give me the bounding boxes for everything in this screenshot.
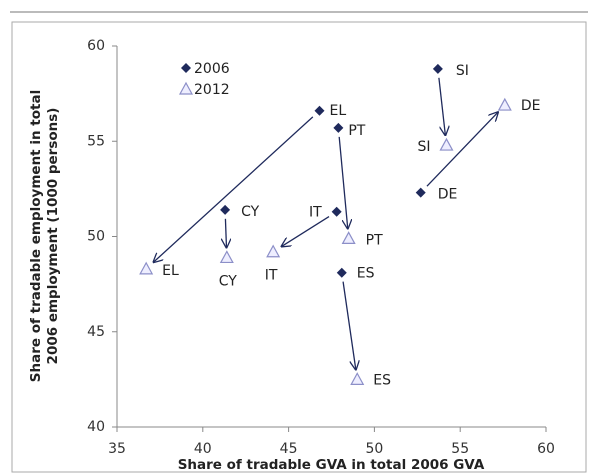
arrow	[338, 136, 348, 229]
point-label: PT	[366, 232, 383, 248]
point-2006	[336, 267, 347, 278]
point-2012	[439, 137, 454, 151]
point-2012	[341, 231, 356, 245]
y-tick-label: 40	[87, 419, 105, 435]
y-axis-title-group: Share of tradable employment in total 20…	[28, 90, 61, 382]
point-label: CY	[219, 273, 238, 289]
point-label: IT	[265, 268, 278, 284]
y-tick-label: 50	[87, 229, 105, 245]
point-2012	[266, 244, 281, 258]
arrow	[342, 281, 356, 370]
x-tick-label: 45	[280, 441, 298, 457]
x-tick-label: 35	[108, 441, 126, 457]
legend-label: 2012	[194, 82, 230, 98]
point-2006	[220, 204, 231, 215]
point-label: SI	[456, 63, 469, 79]
y-tick-label: 45	[87, 324, 105, 340]
y-tick-label: 55	[87, 133, 105, 149]
x-tick-label: 40	[194, 441, 212, 457]
point-label: ES	[357, 266, 375, 282]
arrow	[225, 218, 226, 248]
arrow	[154, 116, 314, 262]
arrow	[282, 215, 330, 247]
legend-label: 2006	[194, 61, 230, 77]
x-tick-label: 60	[537, 441, 555, 457]
point-2006	[331, 206, 342, 217]
y-axis-title: 2006 employment (1000 persons)	[45, 108, 61, 365]
arrow	[438, 77, 445, 135]
point-label: ES	[373, 372, 391, 388]
legend-marker	[178, 81, 194, 95]
point-label: DE	[521, 98, 541, 114]
point-label: IT	[309, 205, 322, 221]
y-tick-label: 60	[87, 38, 105, 54]
x-axis-title: Share of tradable GVA in total 2006 GVA	[178, 457, 485, 473]
point-2006	[415, 187, 426, 198]
point-2012	[497, 97, 512, 111]
x-tick-label: 55	[451, 441, 469, 457]
point-2006	[432, 63, 443, 74]
point-2006	[314, 105, 325, 116]
legend-marker	[181, 63, 191, 73]
point-label: EL	[329, 103, 346, 119]
arrow	[426, 112, 498, 187]
point-2012	[219, 250, 234, 264]
point-label: EL	[162, 263, 179, 279]
x-tick-label: 50	[365, 441, 383, 457]
point-2012	[139, 261, 154, 275]
point-2006	[333, 122, 344, 133]
chart-frame	[11, 21, 587, 473]
y-axis-title: Share of tradable employment in total	[28, 90, 44, 382]
point-label: PT	[348, 123, 365, 139]
point-2012	[350, 372, 365, 385]
point-label: CY	[241, 204, 260, 220]
point-label: SI	[417, 139, 430, 155]
point-label: DE	[438, 187, 458, 203]
